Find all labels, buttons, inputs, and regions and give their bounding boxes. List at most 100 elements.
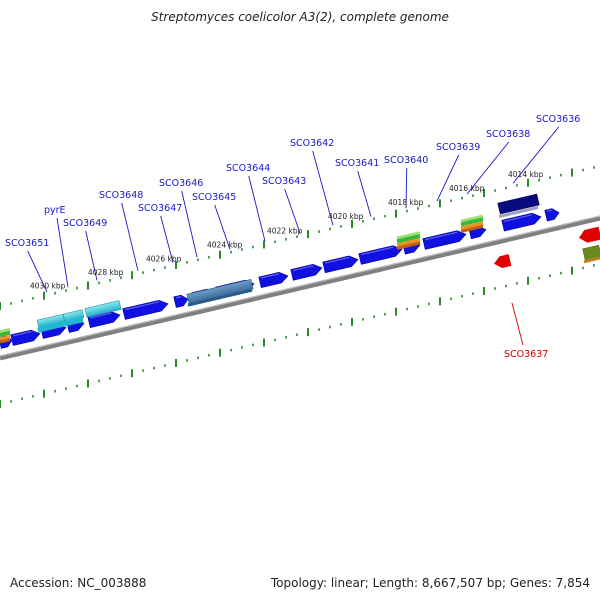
- feature-cyan[interactable]: [84, 300, 122, 318]
- feature-green[interactable]: [460, 217, 484, 227]
- feature-orange[interactable]: [396, 238, 421, 248]
- feature-steel-sub[interactable]: [187, 288, 253, 307]
- gene-label[interactable]: SCO3638: [486, 129, 530, 140]
- label-leader-line: [160, 215, 174, 263]
- feature-orange-dark[interactable]: [396, 241, 421, 250]
- gene-arrow-highlight: [503, 214, 533, 222]
- feature-orange-shape[interactable]: [396, 238, 421, 248]
- gene-label[interactable]: SCO3648: [99, 190, 143, 201]
- gene-label[interactable]: SCO3644: [226, 163, 270, 174]
- reverse-gene-arrow[interactable]: [493, 254, 512, 269]
- feature-green-light[interactable]: [460, 214, 484, 224]
- gene-arrow-shape[interactable]: [501, 211, 542, 232]
- gene-arrow-shape[interactable]: [422, 229, 467, 250]
- label-leader-line: [405, 167, 408, 209]
- feature-green-light-shape[interactable]: [460, 214, 484, 224]
- feature-orange[interactable]: [460, 221, 484, 231]
- kbp-labels: 4030 kbp 4028 kbp 4026 kbp 4024 kbp 4022 kbp…: [30, 170, 544, 291]
- gene-label[interactable]: SCO3639: [436, 142, 480, 153]
- label-leader-line: [512, 126, 560, 184]
- reverse-gene-arrow[interactable]: [578, 226, 600, 245]
- kbp-label: 4018 kbp: [388, 198, 424, 207]
- gene-arrow-shape[interactable]: [122, 298, 169, 320]
- gene-label-reverse[interactable]: SCO3637: [504, 349, 548, 360]
- backbone-line: [0, 215, 600, 361]
- label-leader-line: [466, 141, 510, 195]
- gene-arrow-highlight: [124, 301, 160, 311]
- selected-gene-shadow-shape[interactable]: [498, 206, 539, 219]
- feature-cyan-sub[interactable]: [63, 317, 84, 327]
- gene-arrow-highlight: [424, 231, 458, 241]
- feature-olive-sub-shape[interactable]: [583, 256, 600, 264]
- gene-arrow-shape[interactable]: [258, 270, 289, 289]
- gene-arrow[interactable]: [358, 244, 403, 265]
- gene-arrow-shape[interactable]: [290, 263, 323, 281]
- feature-green-light-shape[interactable]: [396, 231, 421, 241]
- feature-orange-dark-shape[interactable]: [0, 338, 11, 344]
- feature-cyan-sub-shape[interactable]: [37, 321, 65, 333]
- gene-arrow-highlight: [360, 246, 394, 256]
- feature-orange-shape[interactable]: [0, 334, 11, 341]
- gene-arrow[interactable]: [501, 211, 542, 232]
- label-leader-line: [181, 190, 198, 258]
- reverse-gene-arrow-shape[interactable]: [578, 226, 600, 245]
- gene-arrow-shape[interactable]: [173, 294, 189, 308]
- selected-gene-block-shape[interactable]: [497, 193, 540, 215]
- gene-arrow[interactable]: [258, 270, 289, 289]
- gene-label[interactable]: SCO3649: [63, 218, 107, 229]
- gene-label[interactable]: SCO3651: [5, 238, 49, 249]
- gene-arrow-shape[interactable]: [544, 207, 560, 222]
- gene-label[interactable]: SCO3641: [335, 158, 379, 169]
- label-leader-line: [248, 175, 266, 242]
- gene-label[interactable]: SCO3636: [536, 114, 580, 125]
- gene-label[interactable]: SCO3645: [192, 192, 236, 203]
- gene-arrow[interactable]: [290, 263, 323, 281]
- gene-arrow[interactable]: [422, 229, 467, 250]
- gene-label[interactable]: SCO3643: [262, 176, 306, 187]
- feature-green-shape[interactable]: [396, 234, 421, 244]
- gene-arrow[interactable]: [122, 298, 169, 320]
- feature-green-light[interactable]: [0, 327, 11, 334]
- feature-olive-sub[interactable]: [583, 256, 600, 264]
- feature-cyan-shape[interactable]: [84, 300, 122, 318]
- feature-cyan-sub-shape[interactable]: [63, 317, 84, 327]
- selected-gene-shadow[interactable]: [498, 206, 539, 219]
- feature-steel-sub-shape[interactable]: [187, 288, 253, 307]
- gene-arrow-highlight: [324, 256, 350, 264]
- gene-label[interactable]: SCO3640: [384, 155, 428, 166]
- gene-arrow[interactable]: [544, 207, 560, 222]
- genome-summary-text: Topology: linear; Length: 8,667,507 bp; …: [270, 576, 590, 590]
- feature-cyan-sub[interactable]: [37, 321, 65, 333]
- accession-text: Accession: NC_003888: [10, 576, 147, 590]
- gene-labels: SCO3651 pyrE SCO3649 SCO3648 SCO3647 SCO3646 S…: [5, 114, 580, 360]
- selected-gene-block[interactable]: [497, 193, 540, 215]
- kbp-label: 4014 kbp: [508, 170, 544, 179]
- gene-arrow-shape[interactable]: [10, 328, 41, 346]
- gene-arrow-highlight: [12, 331, 32, 337]
- label-leader-line: [214, 204, 231, 250]
- feature-orange-dark-shape[interactable]: [396, 241, 421, 250]
- gene-arrow-shape[interactable]: [358, 244, 403, 265]
- feature-green-shape[interactable]: [0, 330, 11, 337]
- feature-green[interactable]: [396, 234, 421, 244]
- feature-orange-shape[interactable]: [460, 221, 484, 231]
- gene-arrow[interactable]: [322, 254, 359, 274]
- gene-arrow-shape[interactable]: [322, 254, 359, 274]
- gene-label[interactable]: pyrE: [44, 205, 66, 216]
- feature-green-shape[interactable]: [460, 217, 484, 227]
- gene-arrow-highlight: [89, 312, 112, 319]
- feature-orange-dark[interactable]: [0, 338, 11, 344]
- feature-orange-dark-shape[interactable]: [460, 224, 484, 233]
- gene-label[interactable]: SCO3642: [290, 138, 334, 149]
- feature-green-light[interactable]: [396, 231, 421, 241]
- feature-orange-dark[interactable]: [460, 224, 484, 233]
- reverse-gene-arrow-shape[interactable]: [493, 254, 512, 269]
- gene-arrow[interactable]: [10, 328, 41, 346]
- gene-label[interactable]: SCO3647: [138, 203, 182, 214]
- feature-green[interactable]: [0, 330, 11, 337]
- feature-orange[interactable]: [0, 334, 11, 341]
- kbp-label: 4020 kbp: [328, 212, 364, 221]
- gene-arrow[interactable]: [173, 294, 189, 308]
- feature-green-light-shape[interactable]: [0, 327, 11, 334]
- gene-label[interactable]: SCO3646: [159, 178, 203, 189]
